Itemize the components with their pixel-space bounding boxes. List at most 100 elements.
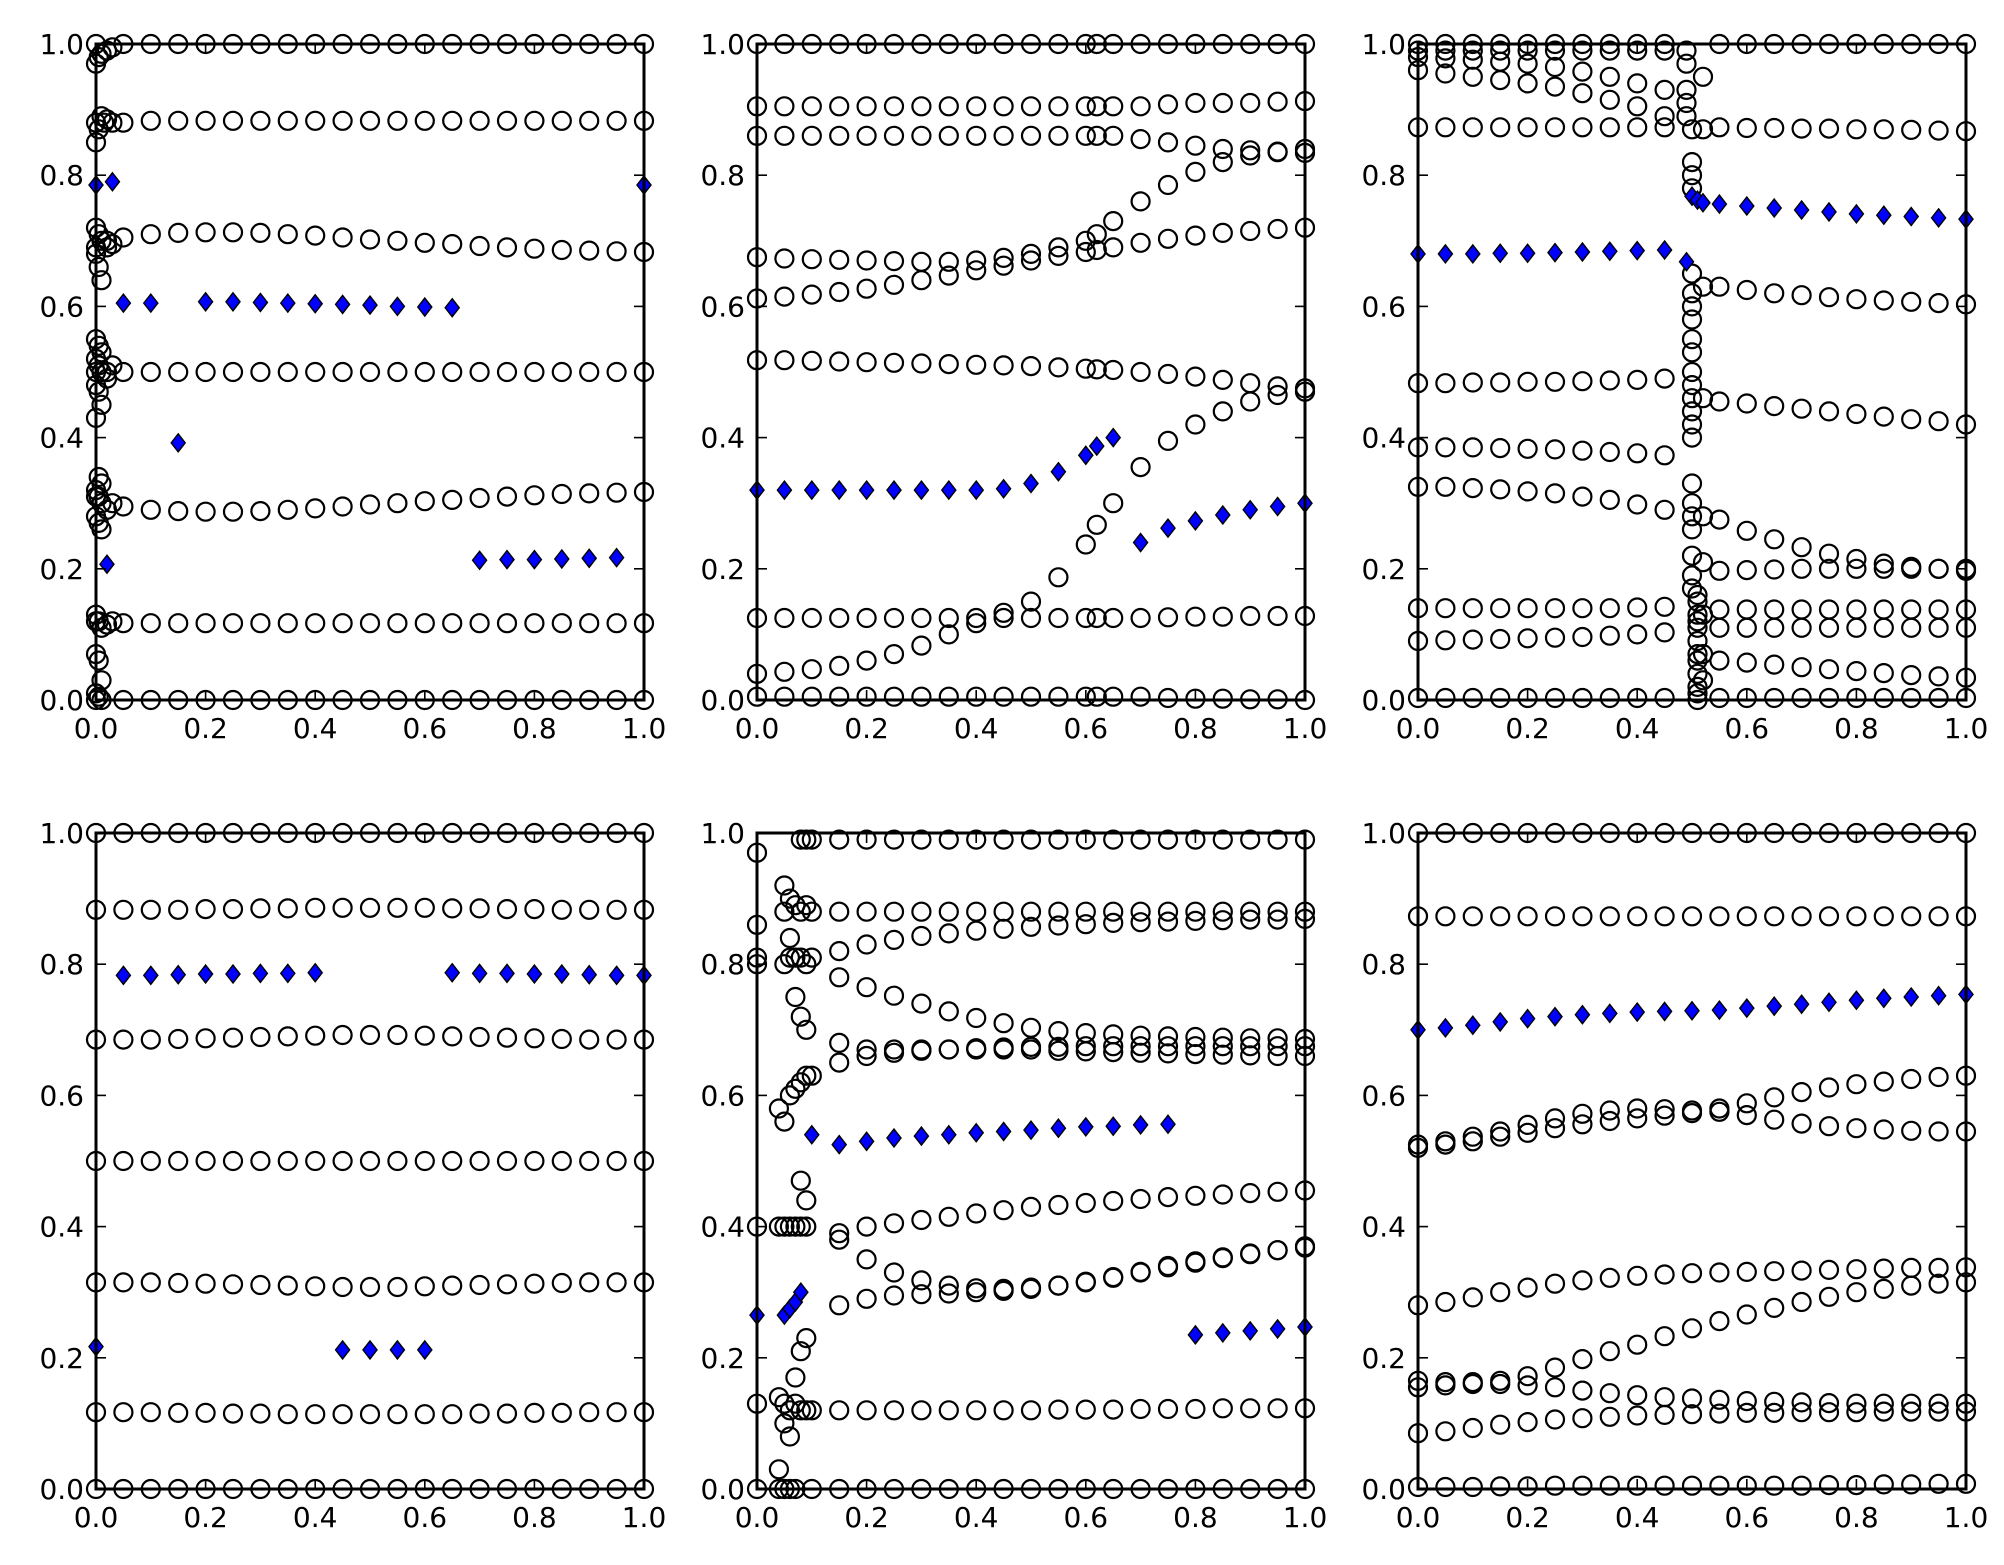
data-point-circle — [1846, 687, 1867, 709]
data-point-circle — [856, 96, 877, 117]
data-point-circle — [1086, 686, 1107, 707]
y-tick-label: 0.6 — [1361, 290, 1406, 323]
data-point-circle — [332, 1150, 353, 1172]
data-point-circle — [1157, 1186, 1179, 1208]
data-point-circle — [1130, 1025, 1151, 1046]
data-point-circle — [1873, 1393, 1894, 1414]
data-point-circle — [1901, 119, 1922, 140]
data-point-diamond — [1711, 999, 1728, 1021]
data-point-circle — [856, 250, 877, 271]
data-point-circle — [91, 519, 112, 540]
data-point-circle — [91, 361, 112, 383]
data-point-circle — [1736, 1093, 1757, 1114]
data-point-circle — [1103, 607, 1124, 629]
data-point-circle — [829, 1052, 850, 1073]
data-point-circle — [1490, 1126, 1511, 1147]
data-point-circle — [1517, 1411, 1538, 1433]
data-point-circle — [1157, 132, 1179, 153]
data-point-circle — [938, 686, 959, 707]
data-point-circle — [1873, 1278, 1894, 1300]
data-point-circle — [1130, 1398, 1151, 1420]
x-tick-label: 0.8 — [1173, 1501, 1218, 1534]
data-point-circle — [966, 829, 987, 850]
data-point-circle — [966, 1007, 987, 1029]
data-point-circle — [1791, 398, 1812, 419]
data-point-circle — [140, 361, 161, 383]
data-point-circle — [1687, 611, 1708, 632]
data-point-diamond — [803, 479, 820, 501]
data-point-diamond — [104, 171, 121, 192]
data-point-circle — [1764, 1475, 1785, 1496]
data-point-circle — [1130, 1188, 1151, 1210]
data-point-circle — [1928, 411, 1949, 432]
data-point-circle — [1020, 356, 1042, 377]
data-point-circle — [829, 607, 850, 629]
data-point-circle — [1627, 624, 1648, 645]
data-point-diamond — [1684, 1000, 1700, 1021]
x-tick-label: 0.0 — [1396, 712, 1441, 745]
data-point-circle — [768, 1098, 790, 1119]
data-point-circle — [911, 96, 932, 117]
data-point-circle — [1490, 1476, 1511, 1497]
data-point-circle — [387, 493, 408, 514]
data-point-circle — [579, 899, 600, 920]
data-point-circle — [1873, 687, 1894, 709]
data-point-circle — [829, 1229, 850, 1250]
data-point-circle — [1086, 514, 1107, 535]
data-point-circle — [1103, 912, 1124, 934]
data-point-circle — [883, 643, 905, 665]
data-point-circle — [1901, 687, 1922, 709]
data-point-circle — [1462, 478, 1483, 499]
data-point-circle — [993, 1400, 1014, 1421]
y-tick-label: 0.8 — [700, 948, 745, 981]
data-point-circle — [1599, 598, 1620, 619]
data-point-circle — [88, 650, 109, 671]
data-point-circle — [1212, 606, 1233, 627]
data-point-circle — [1075, 829, 1096, 850]
data-point-diamond — [1574, 1004, 1591, 1025]
data-point-circle — [168, 1272, 189, 1294]
data-point-circle — [1692, 276, 1714, 297]
data-point-circle — [801, 947, 822, 968]
data-point-circle — [1709, 1475, 1730, 1496]
data-point-diamond — [225, 963, 241, 985]
data-point-circle — [774, 286, 795, 307]
data-point-circle — [1709, 687, 1730, 709]
data-point-circle — [551, 361, 572, 383]
data-point-circle — [606, 110, 627, 131]
data-point-circle — [195, 110, 216, 131]
data-point-circle — [387, 1404, 408, 1425]
data-point-circle — [250, 1150, 271, 1172]
data-point-circle — [1240, 391, 1261, 412]
data-point-circle — [1157, 911, 1179, 932]
data-point-circle — [1544, 1377, 1566, 1398]
data-point-diamond — [1492, 243, 1509, 264]
data-point-circle — [1048, 567, 1069, 588]
data-point-circle — [195, 1028, 216, 1049]
y-tick-label: 0.6 — [1361, 1079, 1406, 1112]
data-point-circle — [1928, 293, 1949, 314]
data-point-circle — [966, 686, 987, 707]
data-point-circle — [883, 352, 905, 373]
data-point-diamond — [1269, 1318, 1286, 1340]
data-point-circle — [856, 901, 877, 922]
data-point-circle — [1185, 92, 1206, 114]
data-point-circle — [938, 1283, 959, 1304]
data-point-circle — [1517, 1366, 1538, 1387]
data-point-circle — [1435, 63, 1456, 84]
data-point-circle — [1185, 1398, 1206, 1420]
data-point-diamond — [389, 296, 406, 317]
data-point-circle — [1846, 119, 1867, 140]
data-point-circle — [993, 355, 1014, 376]
plot-area — [1407, 822, 1977, 1498]
data-point-circle — [91, 270, 112, 291]
data-point-circle — [442, 1026, 463, 1047]
data-point-circle — [1627, 73, 1648, 94]
data-point-circle — [1818, 659, 1840, 680]
data-point-circle — [774, 661, 795, 682]
data-point-circle — [1681, 545, 1703, 566]
data-point-circle — [222, 898, 244, 920]
y-tick-label: 0.0 — [39, 684, 84, 717]
data-point-circle — [606, 613, 627, 634]
subplot-top-left: 0.0 0.2 0.4 0.6 0.8 1.0 0.0 0.2 0.4 0.6 0.8 1.0 — [39, 28, 666, 745]
